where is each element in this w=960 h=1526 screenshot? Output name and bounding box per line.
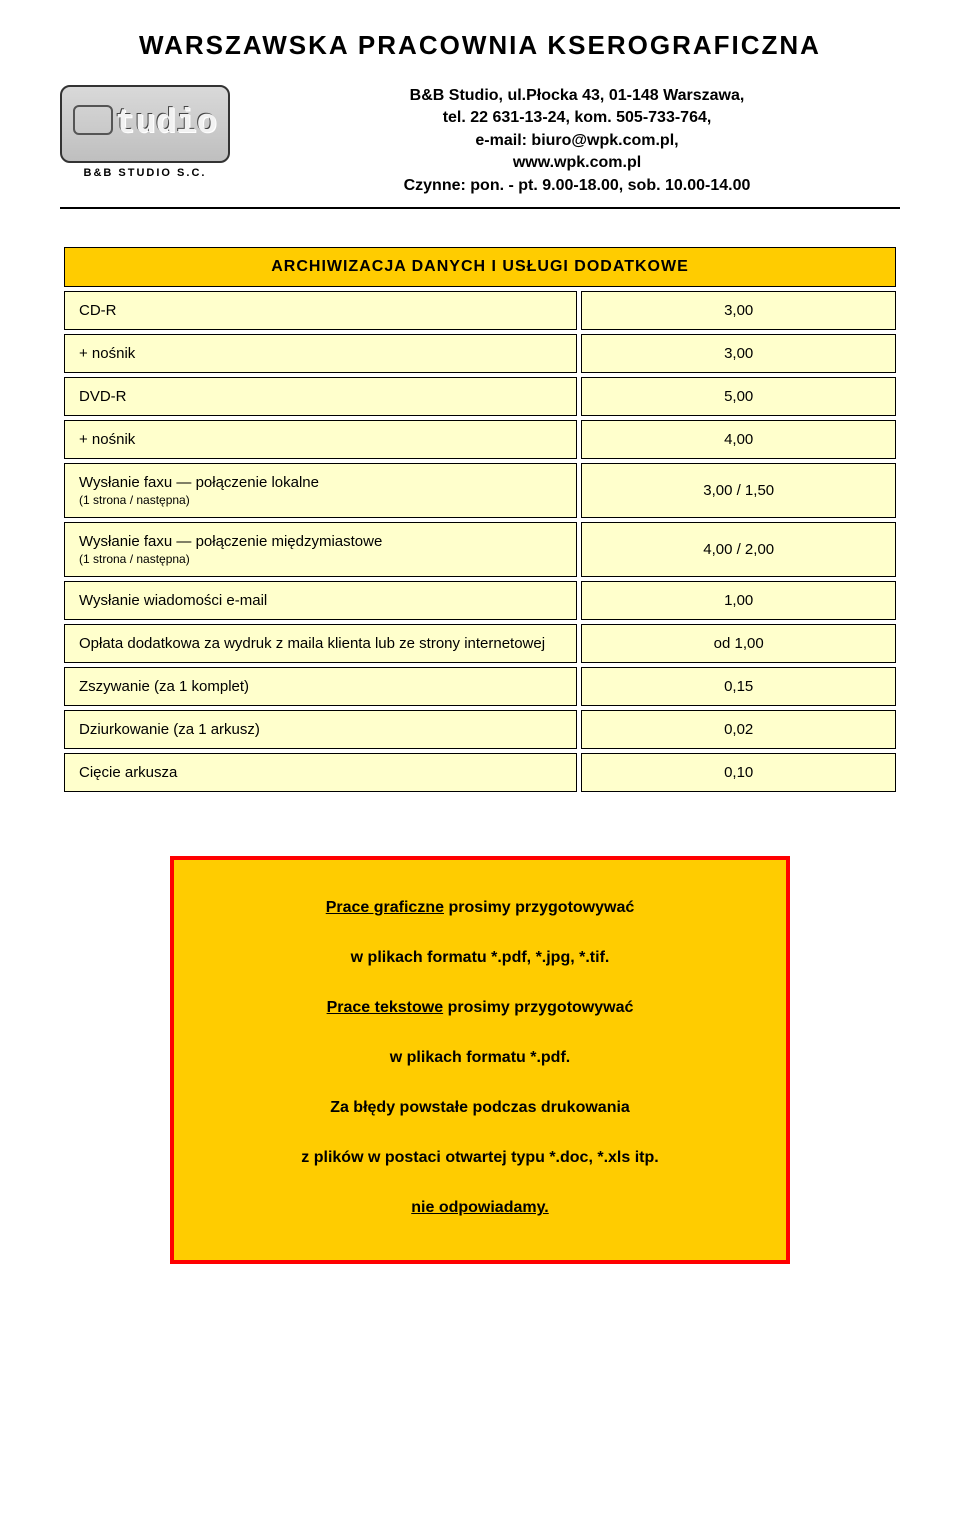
price-table: ARCHIWIZACJA DANYCH I USŁUGI DODATKOWE C… <box>60 243 900 796</box>
table-row: + nośnik 3,00 <box>64 334 896 373</box>
row-label: Wysłanie faxu — połączenie międzymiastow… <box>64 522 577 577</box>
row-label: CD-R <box>64 291 577 330</box>
row-value: 1,00 <box>581 581 896 620</box>
notice-underline: Prace tekstowe <box>327 999 444 1016</box>
table-row: Wysłanie wiadomości e-mail 1,00 <box>64 581 896 620</box>
row-label-text: Wysłanie faxu — połączenie międzymiastow… <box>79 533 382 550</box>
notice-underline: Prace graficzne <box>326 899 444 916</box>
notice-line: z plików w postaci otwartej typu *.doc, … <box>204 1146 756 1170</box>
address-block: B&B Studio, ul.Płocka 43, 01-148 Warszaw… <box>254 85 900 197</box>
logo-bb-icon <box>73 105 113 135</box>
row-value: 0,02 <box>581 710 896 749</box>
row-label: Cięcie arkusza <box>64 753 577 792</box>
header-row: tudio B&B STUDIO S.C. B&B Studio, ul.Pło… <box>60 85 900 197</box>
row-label-text: DVD-R <box>79 388 127 405</box>
row-label: Zszywanie (za 1 komplet) <box>64 667 577 706</box>
logo-box: tudio <box>60 85 230 163</box>
row-label-text: Cięcie arkusza <box>79 764 177 781</box>
header-divider <box>60 207 900 209</box>
notice-underline: nie odpowiadamy. <box>411 1199 549 1216</box>
address-line: B&B Studio, ul.Płocka 43, 01-148 Warszaw… <box>254 85 900 107</box>
row-label-text: + nośnik <box>79 431 135 448</box>
row-value: 3,00 <box>581 291 896 330</box>
row-label: + nośnik <box>64 334 577 373</box>
row-sublabel: (1 strona / następna) <box>79 493 562 507</box>
row-label: Wysłanie faxu — połączenie lokalne (1 str… <box>64 463 577 518</box>
row-label-text: Dziurkowanie (za 1 arkusz) <box>79 721 260 738</box>
notice-line: Prace tekstowe prosimy przygotowywać <box>204 996 756 1020</box>
address-line: www.wpk.com.pl <box>254 152 900 174</box>
notice-line: w plikach formatu *.pdf. <box>204 1046 756 1070</box>
notice-line: Prace graficzne prosimy przygotowywać <box>204 896 756 920</box>
row-label-text: Zszywanie (za 1 komplet) <box>79 678 249 695</box>
table-row: + nośnik 4,00 <box>64 420 896 459</box>
row-value: 4,00 / 2,00 <box>581 522 896 577</box>
table-row: Wysłanie faxu — połączenie lokalne (1 str… <box>64 463 896 518</box>
row-value: 3,00 <box>581 334 896 373</box>
row-label: + nośnik <box>64 420 577 459</box>
row-label-text: Wysłanie faxu — połączenie lokalne <box>79 474 319 491</box>
notice-line: Za błędy powstałe podczas drukowania <box>204 1096 756 1120</box>
logo-column: tudio B&B STUDIO S.C. <box>60 85 230 179</box>
notice-text: prosimy przygotowywać <box>443 999 633 1016</box>
row-sublabel: (1 strona / następna) <box>79 552 562 566</box>
row-value: 0,10 <box>581 753 896 792</box>
row-value: 5,00 <box>581 377 896 416</box>
row-value: od 1,00 <box>581 624 896 663</box>
row-label: DVD-R <box>64 377 577 416</box>
table-header-row: ARCHIWIZACJA DANYCH I USŁUGI DODATKOWE <box>64 247 896 287</box>
row-label-text: CD-R <box>79 302 117 319</box>
row-value: 4,00 <box>581 420 896 459</box>
row-label-text: Opłata dodatkowa za wydruk z maila klien… <box>79 635 545 652</box>
notice-line: nie odpowiadamy. <box>204 1196 756 1220</box>
address-line: e-mail: biuro@wpk.com.pl, <box>254 130 900 152</box>
page-title: WARSZAWSKA PRACOWNIA KSEROGRAFICZNA <box>60 30 900 61</box>
notice-line: w plikach formatu *.pdf, *.jpg, *.tif. <box>204 946 756 970</box>
row-value: 3,00 / 1,50 <box>581 463 896 518</box>
notice-text: prosimy przygotowywać <box>444 899 634 916</box>
address-line: Czynne: pon. - pt. 9.00-18.00, sob. 10.0… <box>254 175 900 197</box>
logo-caption: B&B STUDIO S.C. <box>60 167 230 179</box>
address-line: tel. 22 631-13-24, kom. 505-733-764, <box>254 107 900 129</box>
table-header: ARCHIWIZACJA DANYCH I USŁUGI DODATKOWE <box>64 247 896 287</box>
row-label-text: Wysłanie wiadomości e-mail <box>79 592 267 609</box>
row-label: Wysłanie wiadomości e-mail <box>64 581 577 620</box>
row-value: 0,15 <box>581 667 896 706</box>
row-label-text: + nośnik <box>79 345 135 362</box>
table-row: Dziurkowanie (za 1 arkusz) 0,02 <box>64 710 896 749</box>
table-row: DVD-R 5,00 <box>64 377 896 416</box>
table-row: Opłata dodatkowa za wydruk z maila klien… <box>64 624 896 663</box>
table-row: Zszywanie (za 1 komplet) 0,15 <box>64 667 896 706</box>
notice-box: Prace graficzne prosimy przygotowywać w … <box>170 856 790 1264</box>
row-label: Opłata dodatkowa za wydruk z maila klien… <box>64 624 577 663</box>
table-row: CD-R 3,00 <box>64 291 896 330</box>
table-row: Cięcie arkusza 0,10 <box>64 753 896 792</box>
table-row: Wysłanie faxu — połączenie międzymiastow… <box>64 522 896 577</box>
logo-text: tudio <box>73 105 217 143</box>
row-label: Dziurkowanie (za 1 arkusz) <box>64 710 577 749</box>
logo-word: tudio <box>115 105 217 143</box>
